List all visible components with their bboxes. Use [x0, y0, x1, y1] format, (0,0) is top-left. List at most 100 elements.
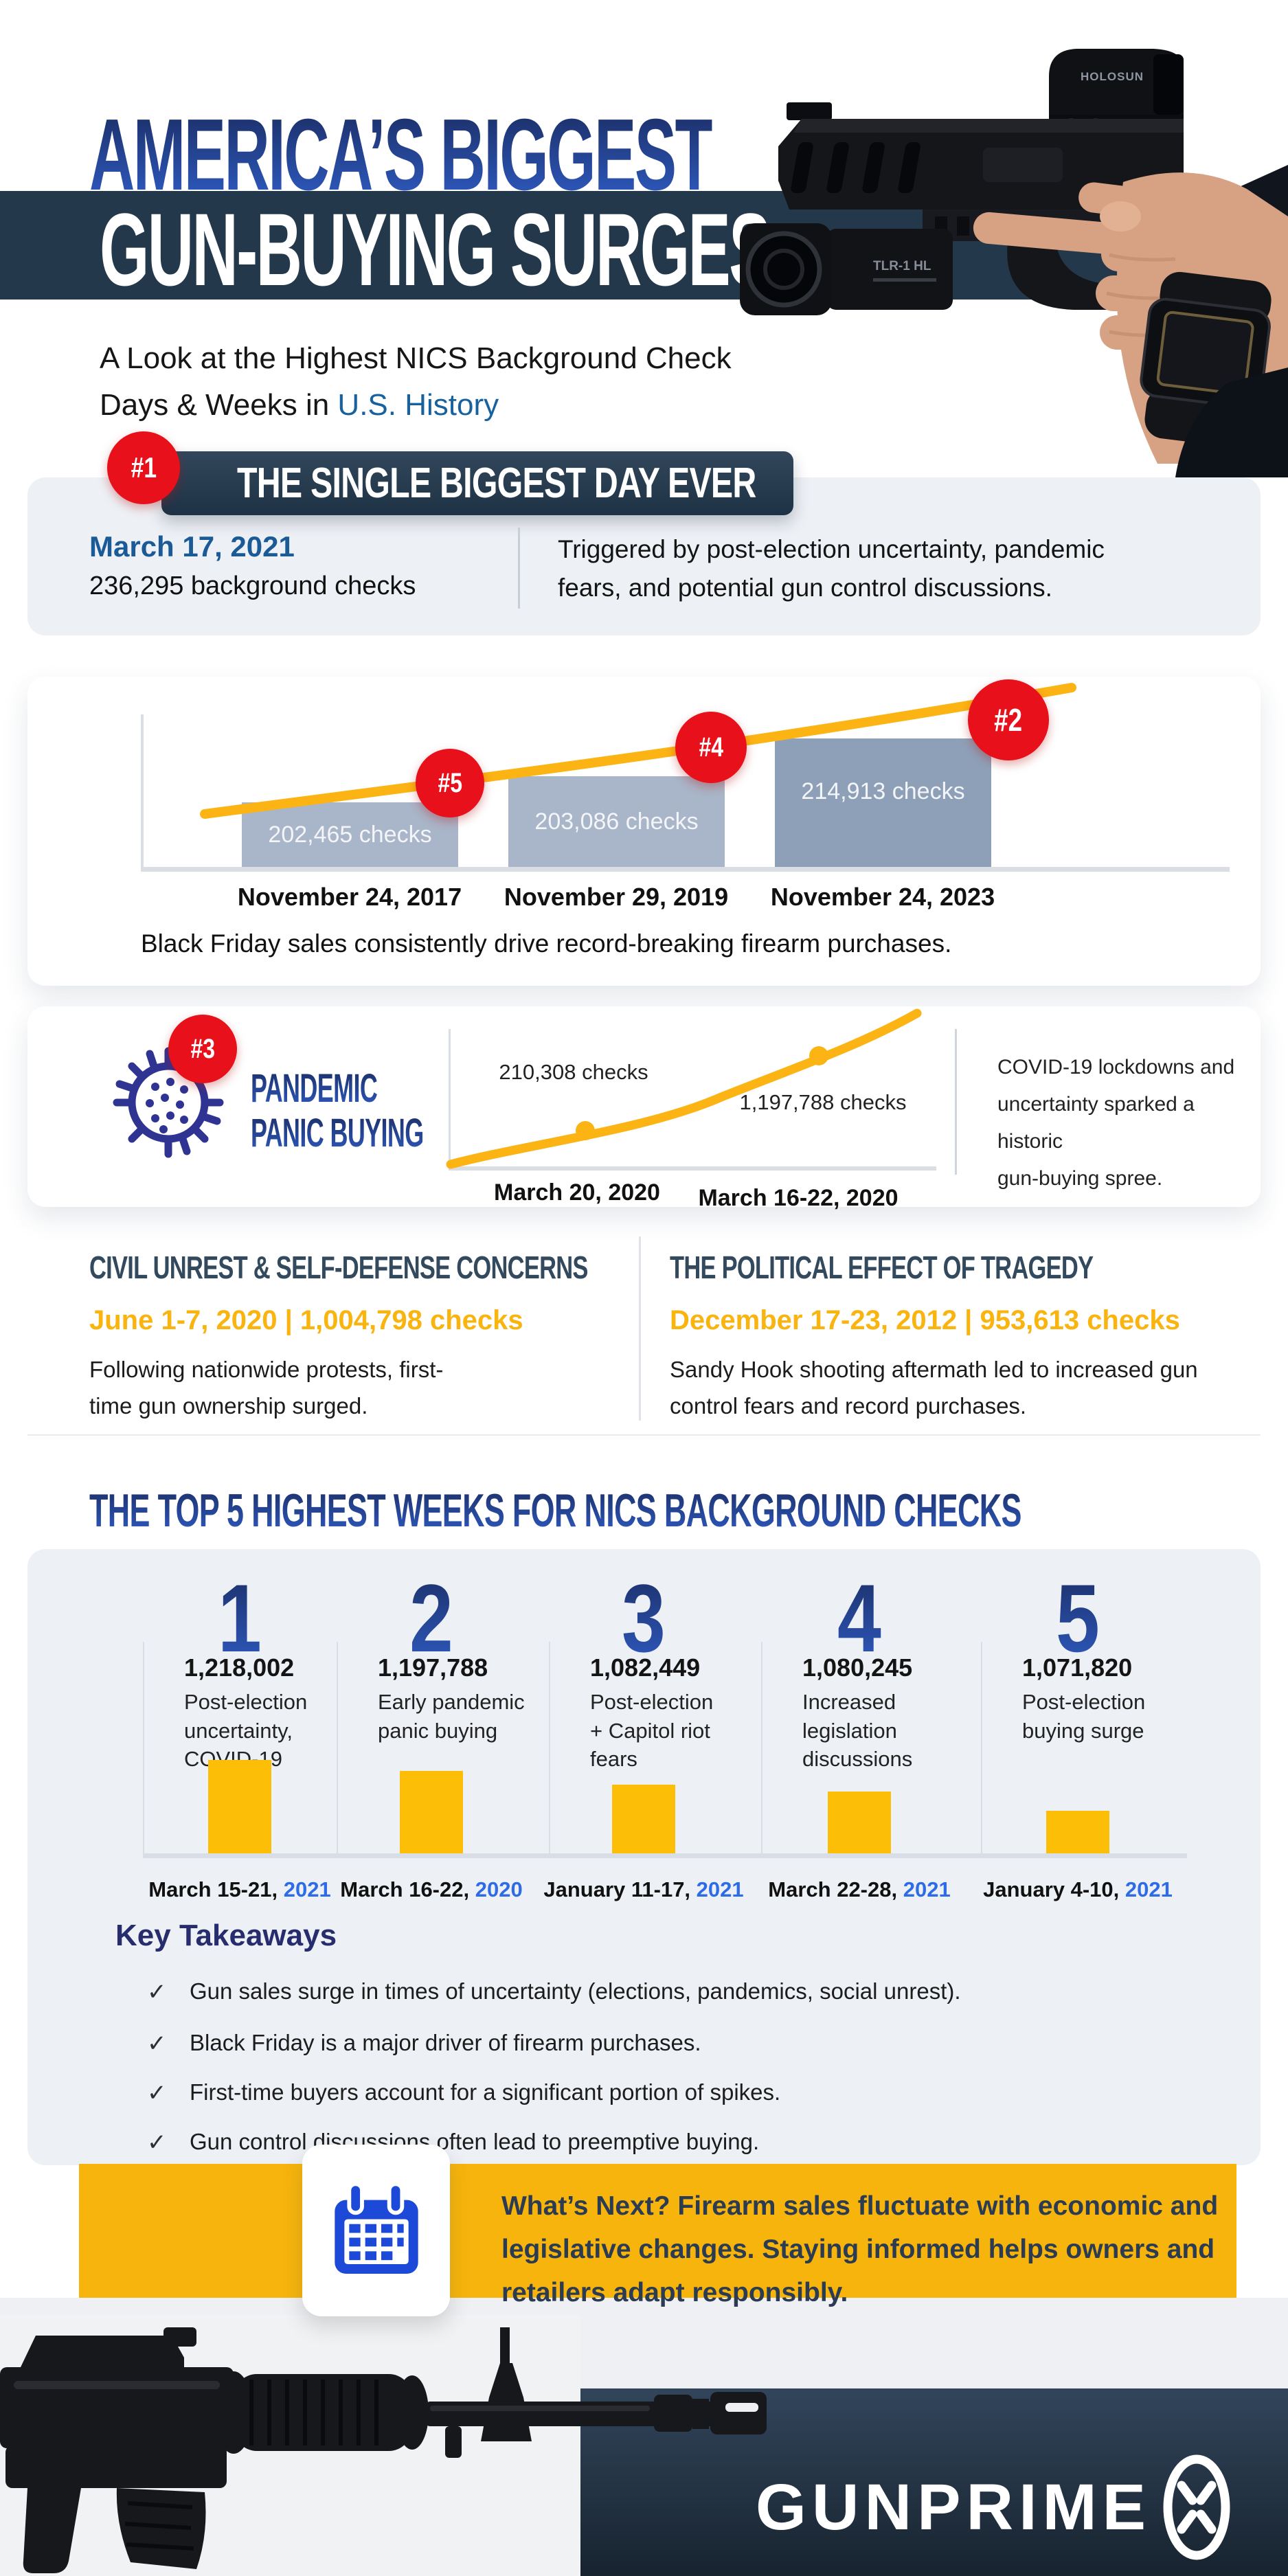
t5-bar-3 — [612, 1785, 675, 1853]
t5-divider-4 — [761, 1642, 762, 1853]
event-tragedy-description: Sandy Hook shooting aftermath led to inc… — [670, 1357, 1198, 1419]
t5-date-2: March 16-22, 2020 — [340, 1877, 523, 1901]
biggest-day-header-bar: THE SINGLE BIGGEST DAY EVER — [161, 451, 793, 515]
pistol-hand-photo: HOLOSUN — [740, 49, 1288, 477]
t5-value-4: 1,080,245 — [802, 1653, 913, 1682]
t5-bar-5 — [1046, 1811, 1109, 1853]
t5-rank-4: 4 — [777, 1563, 942, 1674]
main-title-line1: AMERICA’S BIGGEST — [89, 98, 714, 212]
pandemic-baseline — [449, 1166, 936, 1171]
chart-y-axis — [141, 714, 144, 871]
event-civil-unrest-description: Following nationwide protests, first-tim… — [89, 1357, 444, 1419]
takeaway-item-4: Gun control discussions often lead to pr… — [190, 2129, 760, 2154]
rifle-photo — [0, 2327, 767, 2573]
event-tragedy-stat: December 17-23, 2012 | 953,613 checks — [670, 1305, 1180, 1335]
pandemic-card: #3 PANDEMIC PANIC BUYING 210,308 checks … — [27, 1006, 1261, 1211]
t5-desc-1: Post-election uncertainty, COVID-19 — [184, 1690, 308, 1772]
t5-divider-3 — [549, 1642, 550, 1853]
t5-desc-4: Increased legislation discussions — [802, 1690, 913, 1772]
t5-rank-3: 3 — [561, 1563, 726, 1674]
t5-baseline — [143, 1853, 1187, 1858]
virus-icon — [113, 1047, 224, 1158]
whats-next-banner — [79, 2164, 1236, 2298]
brand-wordmark: GUNPRIME — [756, 2470, 1151, 2544]
bf-trend-curve — [200, 683, 1076, 819]
biggest-day-divider — [518, 528, 520, 609]
t5-value-2: 1,197,788 — [378, 1653, 488, 1682]
top5-card: 1 2 3 4 5 1,218,002 1,197,788 1,082,449 … — [27, 1549, 1261, 2165]
svg-text:TLR-1 HL: TLR-1 HL — [873, 259, 931, 273]
t5-desc-3: Post-election + Capitol riot fears — [590, 1690, 714, 1772]
pandemic-point2-date: March 16-22, 2020 — [698, 1185, 899, 1211]
pistol-slide — [778, 102, 1184, 210]
bf-bar-2017: 202,465 checks — [242, 802, 458, 867]
t5-divider-5 — [981, 1642, 982, 1853]
section-separator — [27, 1434, 1261, 1436]
rank-badge-4: #4 — [675, 712, 747, 783]
events-divider — [639, 1236, 641, 1421]
t5-rank-1: 1 — [157, 1563, 322, 1674]
weapon-light-icon: TLR-1 HL — [740, 223, 953, 315]
pandemic-divider — [955, 1029, 957, 1175]
t5-date-4: March 22-28, 2021 — [768, 1877, 951, 1901]
t5-rank-5: 5 — [995, 1563, 1160, 1674]
bf-date-2023: November 24, 2023 — [770, 883, 995, 911]
takeaway-item-3: First-time buyers account for a signific… — [190, 2079, 781, 2105]
t5-date-3: January 11-17, 2021 — [543, 1877, 744, 1901]
pandemic-point1-label: 210,308 checks — [499, 1060, 648, 1084]
bf-caption: Black Friday sales consistently drive re… — [141, 929, 952, 958]
gunprime-logo-mark — [1163, 2454, 1230, 2560]
t5-desc-2: Early pandemic panic buying — [378, 1690, 525, 1743]
data-point-1 — [576, 1121, 595, 1140]
event-civil-unrest-stat: June 1-7, 2020 | 1,004,798 checks — [89, 1305, 523, 1335]
biggest-day-description: Triggered by post-election uncertainty, … — [558, 535, 1105, 602]
rank-badge-1: #1 — [107, 431, 180, 504]
t5-date-5: January 4-10, 2021 — [983, 1877, 1173, 1901]
t5-bar-1 — [208, 1760, 271, 1853]
checkmark-icon: ✓ — [147, 2031, 167, 2057]
watch — [1140, 271, 1272, 448]
svg-text:HOLOSUN: HOLOSUN — [1081, 70, 1144, 83]
t5-value-3: 1,082,449 — [590, 1653, 701, 1682]
pandemic-axis — [449, 1029, 451, 1169]
sleeve-lower — [1175, 368, 1288, 477]
takeaways-title: Key Takeaways — [115, 1919, 337, 1952]
t5-desc-5: Post-election buying surge — [1022, 1690, 1146, 1743]
event-tragedy: THE POLITICAL EFFECT OF TRAGEDY December… — [670, 1249, 1234, 1425]
t5-divider-1 — [143, 1642, 144, 1853]
checkmark-icon: ✓ — [147, 2080, 167, 2106]
biggest-day-stat: 236,295 background checks — [89, 572, 416, 600]
t5-rank-2: 2 — [349, 1563, 514, 1674]
main-title-line2: GUN-BUYING SURGES — [100, 192, 771, 307]
t5-divider-2 — [337, 1642, 338, 1853]
pandemic-point1-date: March 20, 2020 — [494, 1179, 660, 1206]
rank-badge-5: #5 — [416, 749, 484, 817]
event-civil-unrest: CIVIL UNREST & SELF-DEFENSE CONCERNS Jun… — [89, 1249, 754, 1425]
calendar-icon-box — [302, 2145, 450, 2316]
subtitle-highlight: U.S. History — [337, 388, 499, 422]
pandemic-point2-label: 1,197,788 checks — [739, 1090, 907, 1114]
bf-date-2019: November 29, 2019 — [504, 883, 729, 911]
chart-baseline — [141, 867, 1230, 872]
takeaway-item-2: Black Friday is a major driver of firear… — [190, 2030, 701, 2055]
bf-bar-2023: 214,913 checks — [775, 738, 991, 867]
top5-title: THE TOP 5 HIGHEST WEEKS FOR NICS BACKGRO… — [89, 1484, 1021, 1537]
footer-brand: GUNPRIME — [756, 2450, 1232, 2565]
t5-value-1: 1,218,002 — [184, 1653, 295, 1682]
rank-badge-2: #2 — [968, 679, 1049, 760]
biggest-day-date: March 17, 2021 — [89, 530, 295, 563]
t5-value-5: 1,071,820 — [1022, 1653, 1133, 1682]
page-subtitle: A Look at the Highest NICS Background Ch… — [100, 341, 732, 422]
pandemic-curve — [446, 1008, 922, 1169]
data-point-2 — [809, 1046, 828, 1065]
pandemic-title: PANDEMIC PANIC BUYING — [251, 1066, 424, 1155]
bf-bar-2019: 203,086 checks — [508, 776, 725, 867]
calendar-icon — [334, 2182, 418, 2274]
t5-bar-4 — [828, 1792, 891, 1853]
rank-badge-3: #3 — [168, 1015, 237, 1083]
checkmark-icon: ✓ — [147, 2129, 167, 2156]
t5-bar-2 — [400, 1771, 463, 1853]
black-friday-card: 202,465 checks 203,086 checks 214,913 ch… — [27, 677, 1261, 986]
whats-next-text: What’s Next? Firearm sales fluctuate wit… — [501, 2191, 1219, 2308]
